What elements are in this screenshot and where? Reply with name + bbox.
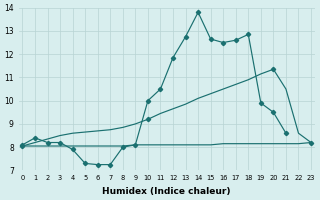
- X-axis label: Humidex (Indice chaleur): Humidex (Indice chaleur): [102, 187, 231, 196]
